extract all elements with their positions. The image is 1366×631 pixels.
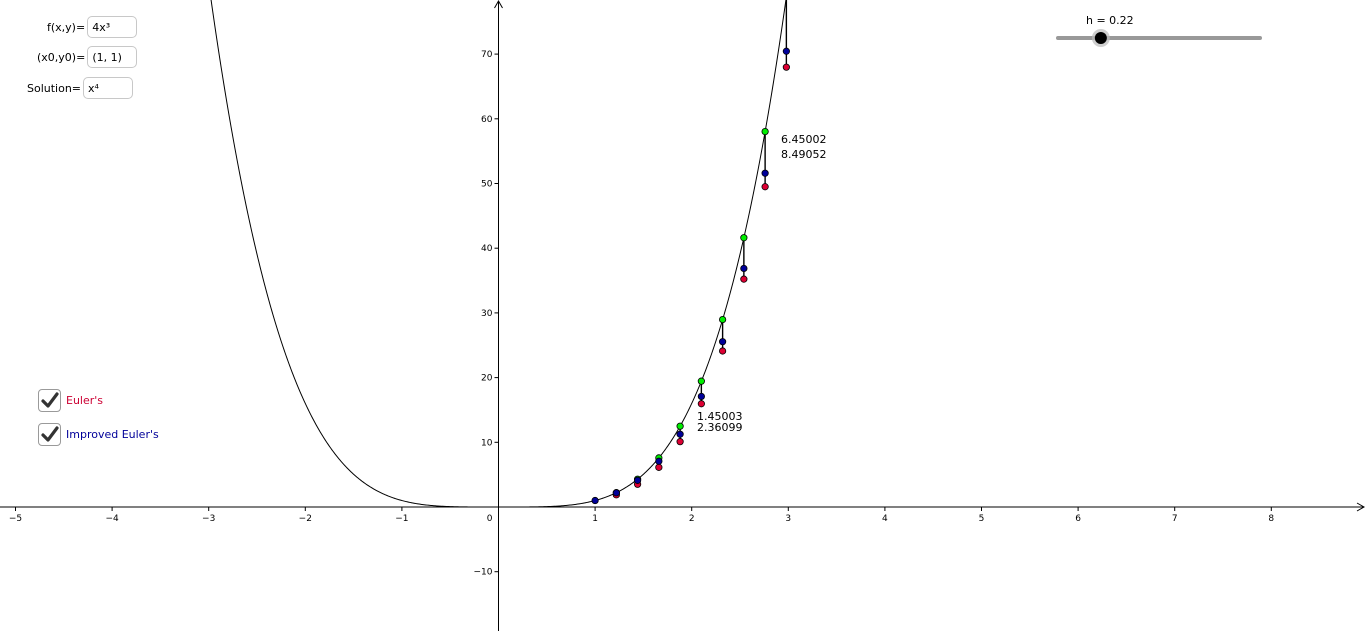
y-tick-label: 60 [481, 115, 493, 125]
annotation-upper-line-1: 6.45002 [781, 133, 827, 146]
euler-label: Euler's [66, 394, 104, 407]
improved-euler-point [761, 169, 769, 177]
improved-euler-checkbox-row[interactable]: Improved Euler's [38, 423, 159, 446]
y-tick-label: 20 [481, 374, 493, 384]
euler-point [655, 463, 663, 471]
improved-euler-point [697, 392, 705, 401]
x-axis-arrow [1356, 502, 1366, 512]
initial-point-label: (x0,y0)= [37, 50, 86, 64]
improved-euler-point [655, 457, 663, 465]
slider-label: h = 0.22 [1086, 14, 1134, 27]
f-input-row: f(x,y)= 4x³ [47, 16, 138, 38]
improved-euler-point [740, 264, 748, 273]
solution-label: Solution= [27, 81, 82, 95]
x-tick-label: 5 [979, 514, 985, 524]
x-tick-label: 3 [785, 514, 791, 524]
improved-euler-checkbox[interactable] [38, 423, 61, 446]
f-label: f(x,y)= [47, 20, 86, 34]
y-tick-label: 70 [481, 50, 493, 60]
annotation-upper-line-2: 8.49052 [781, 148, 827, 161]
improved-euler-point [591, 496, 599, 505]
y-tick-label: 40 [481, 244, 493, 254]
solution-curve-path [210, 0, 787, 508]
solution-row: Solution= x⁴ [27, 77, 134, 99]
x-tick-label: −2 [299, 514, 312, 524]
euler-point [719, 347, 727, 355]
improved-euler-label: Improved Euler's [66, 428, 159, 441]
euler-checkbox-row[interactable]: Euler's [38, 389, 103, 412]
x-tick-label: 1 [592, 514, 598, 524]
f-input[interactable]: 4x³ [87, 16, 138, 38]
x-tick-label: −5 [9, 514, 22, 524]
slider-knob[interactable] [1094, 32, 1107, 44]
solution-curve [210, 0, 787, 508]
checkmark-icon [41, 392, 59, 408]
y-tick-label: 10 [481, 438, 493, 448]
initial-point-input[interactable]: (1, 1) [87, 46, 138, 68]
x-tick-label: 8 [1268, 514, 1274, 524]
annotation-lower: 1.45003 2.36099 [697, 411, 743, 433]
x-tick-label: −4 [105, 514, 119, 524]
improved-euler-point [612, 489, 620, 497]
x-tick-label: 7 [1172, 514, 1178, 524]
euler-checkbox[interactable] [38, 389, 61, 412]
x-tick-label: 4 [882, 514, 888, 524]
y-axis-arrow [494, 0, 503, 9]
exact-point [719, 315, 727, 324]
improved-euler-point [719, 338, 727, 346]
data-points [591, 47, 790, 505]
annotation-lower-line-2: 2.36099 [697, 421, 743, 434]
annotation-lower-line-1: 1.45003 [697, 410, 743, 423]
origin-label: 0 [487, 514, 493, 524]
annotation-upper: 6.45002 8.49052 [781, 132, 827, 162]
y-tick-label: −10 [474, 568, 493, 578]
initial-point-row: (x0,y0)= (1, 1) [37, 46, 138, 68]
euler-point [740, 275, 748, 283]
improved-euler-point [782, 47, 790, 55]
improved-euler-point [676, 430, 684, 438]
x-tick-label: 6 [1075, 514, 1081, 524]
checkmark-icon [41, 426, 59, 442]
x-tick-label: −1 [395, 514, 408, 524]
x-tick-label: −3 [202, 514, 215, 524]
exact-point [676, 422, 684, 430]
euler-point [676, 438, 684, 446]
exact-point [697, 377, 705, 385]
euler-point [782, 63, 790, 71]
solution-input[interactable]: x⁴ [83, 77, 134, 99]
euler-point [697, 400, 705, 408]
y-tick-label: 50 [481, 180, 493, 190]
exact-point [761, 127, 769, 136]
euler-point [761, 183, 769, 191]
y-tick-label: 30 [481, 309, 493, 319]
improved-euler-point [634, 476, 642, 484]
exact-point [740, 234, 748, 242]
h-slider[interactable] [1056, 29, 1262, 47]
x-tick-label: 2 [689, 514, 695, 524]
